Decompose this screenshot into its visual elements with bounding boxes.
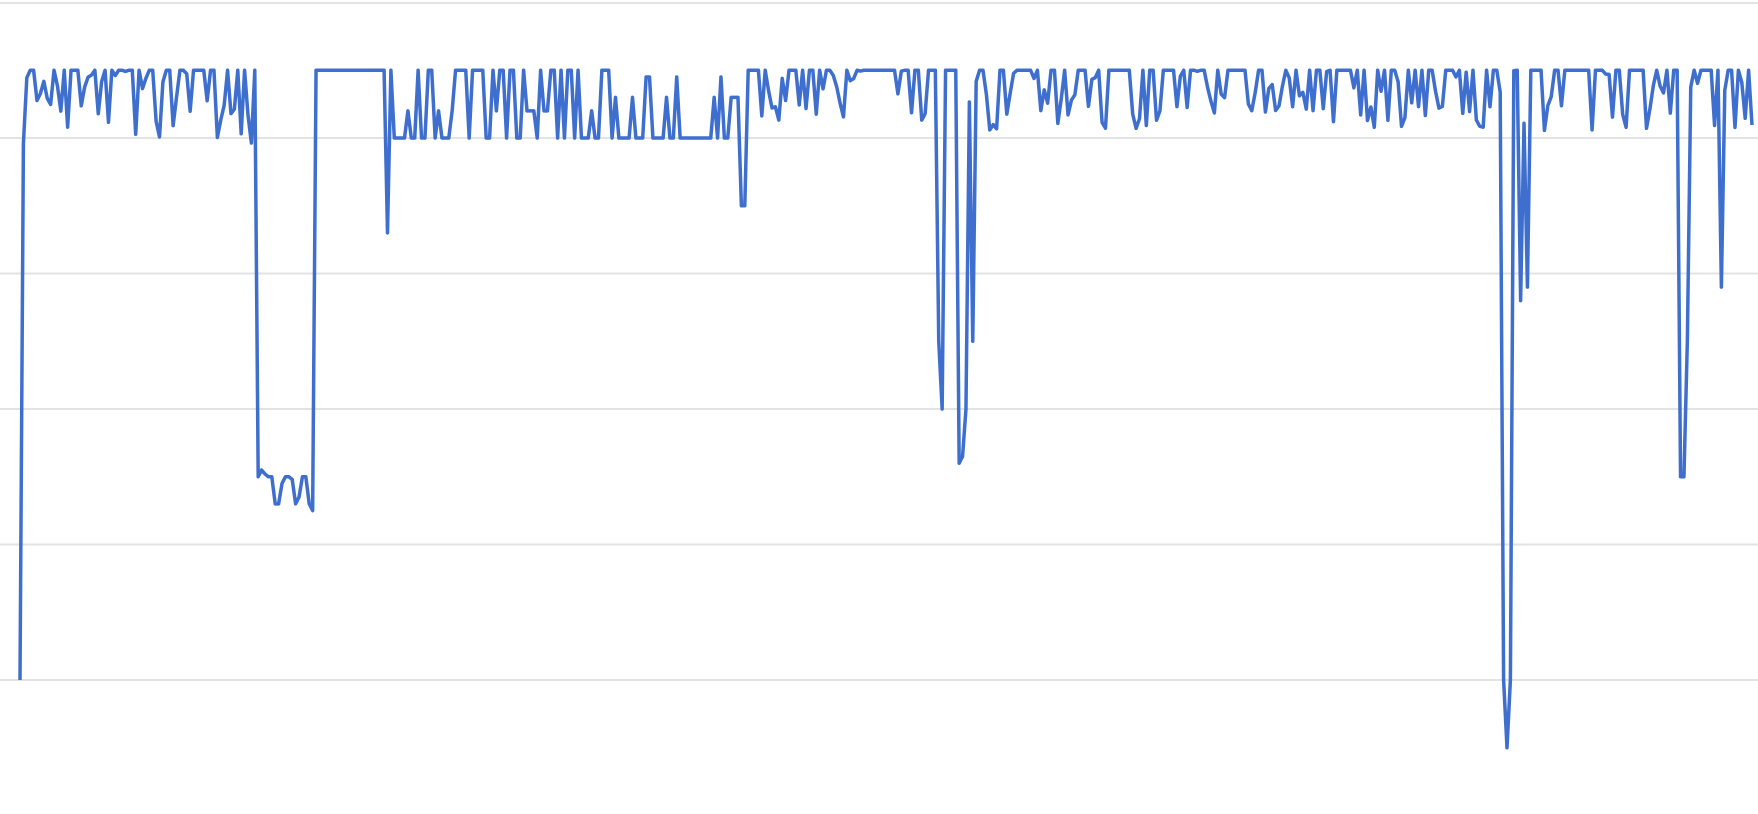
series-line (18, 68, 1754, 750)
series-group (18, 68, 1754, 750)
gridlines (0, 2, 1758, 681)
